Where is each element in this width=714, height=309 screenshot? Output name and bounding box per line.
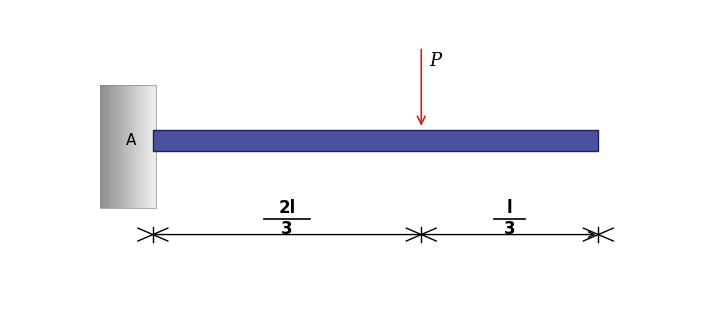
- Bar: [124, 85, 126, 208]
- Bar: [153, 130, 598, 151]
- Bar: [124, 85, 125, 208]
- Bar: [133, 85, 134, 208]
- Bar: [134, 85, 136, 208]
- Bar: [101, 85, 103, 208]
- Bar: [146, 85, 148, 208]
- Bar: [144, 85, 146, 208]
- Bar: [126, 85, 128, 208]
- Bar: [123, 85, 124, 208]
- Bar: [100, 85, 156, 208]
- Bar: [117, 85, 119, 208]
- Bar: [154, 85, 155, 208]
- Bar: [147, 85, 149, 208]
- Bar: [108, 85, 109, 208]
- Bar: [149, 85, 150, 208]
- Bar: [149, 85, 151, 208]
- Bar: [129, 85, 131, 208]
- Bar: [143, 85, 144, 208]
- Bar: [146, 85, 147, 208]
- Bar: [150, 85, 151, 208]
- Bar: [118, 85, 119, 208]
- Bar: [119, 85, 120, 208]
- Bar: [111, 85, 112, 208]
- Bar: [102, 85, 104, 208]
- Bar: [136, 85, 138, 208]
- Bar: [116, 85, 118, 208]
- Bar: [121, 85, 122, 208]
- Bar: [137, 85, 139, 208]
- Bar: [104, 85, 106, 208]
- Bar: [106, 85, 107, 208]
- Bar: [107, 85, 109, 208]
- Bar: [130, 85, 131, 208]
- Bar: [136, 85, 137, 208]
- Bar: [127, 85, 129, 208]
- Bar: [121, 85, 123, 208]
- Bar: [112, 85, 114, 208]
- Bar: [142, 85, 144, 208]
- Text: 3: 3: [504, 220, 516, 238]
- Text: l: l: [507, 199, 513, 217]
- Bar: [141, 85, 142, 208]
- Bar: [152, 85, 154, 208]
- Bar: [115, 85, 116, 208]
- Bar: [131, 85, 133, 208]
- Bar: [114, 85, 116, 208]
- Bar: [114, 85, 115, 208]
- Bar: [105, 85, 106, 208]
- Bar: [111, 85, 113, 208]
- Bar: [103, 85, 104, 208]
- Bar: [144, 85, 145, 208]
- Bar: [125, 85, 126, 208]
- Bar: [120, 85, 121, 208]
- Text: A: A: [126, 133, 136, 148]
- Bar: [134, 85, 135, 208]
- Bar: [128, 85, 129, 208]
- Bar: [109, 85, 110, 208]
- Bar: [151, 85, 153, 208]
- Text: 3: 3: [281, 220, 293, 238]
- Bar: [155, 85, 156, 208]
- Bar: [131, 85, 132, 208]
- Bar: [153, 85, 154, 208]
- Bar: [100, 85, 102, 208]
- Bar: [109, 85, 111, 208]
- Bar: [139, 85, 141, 208]
- Text: 2l: 2l: [278, 199, 296, 217]
- Bar: [140, 85, 141, 208]
- Bar: [138, 85, 140, 208]
- Text: P: P: [430, 52, 442, 70]
